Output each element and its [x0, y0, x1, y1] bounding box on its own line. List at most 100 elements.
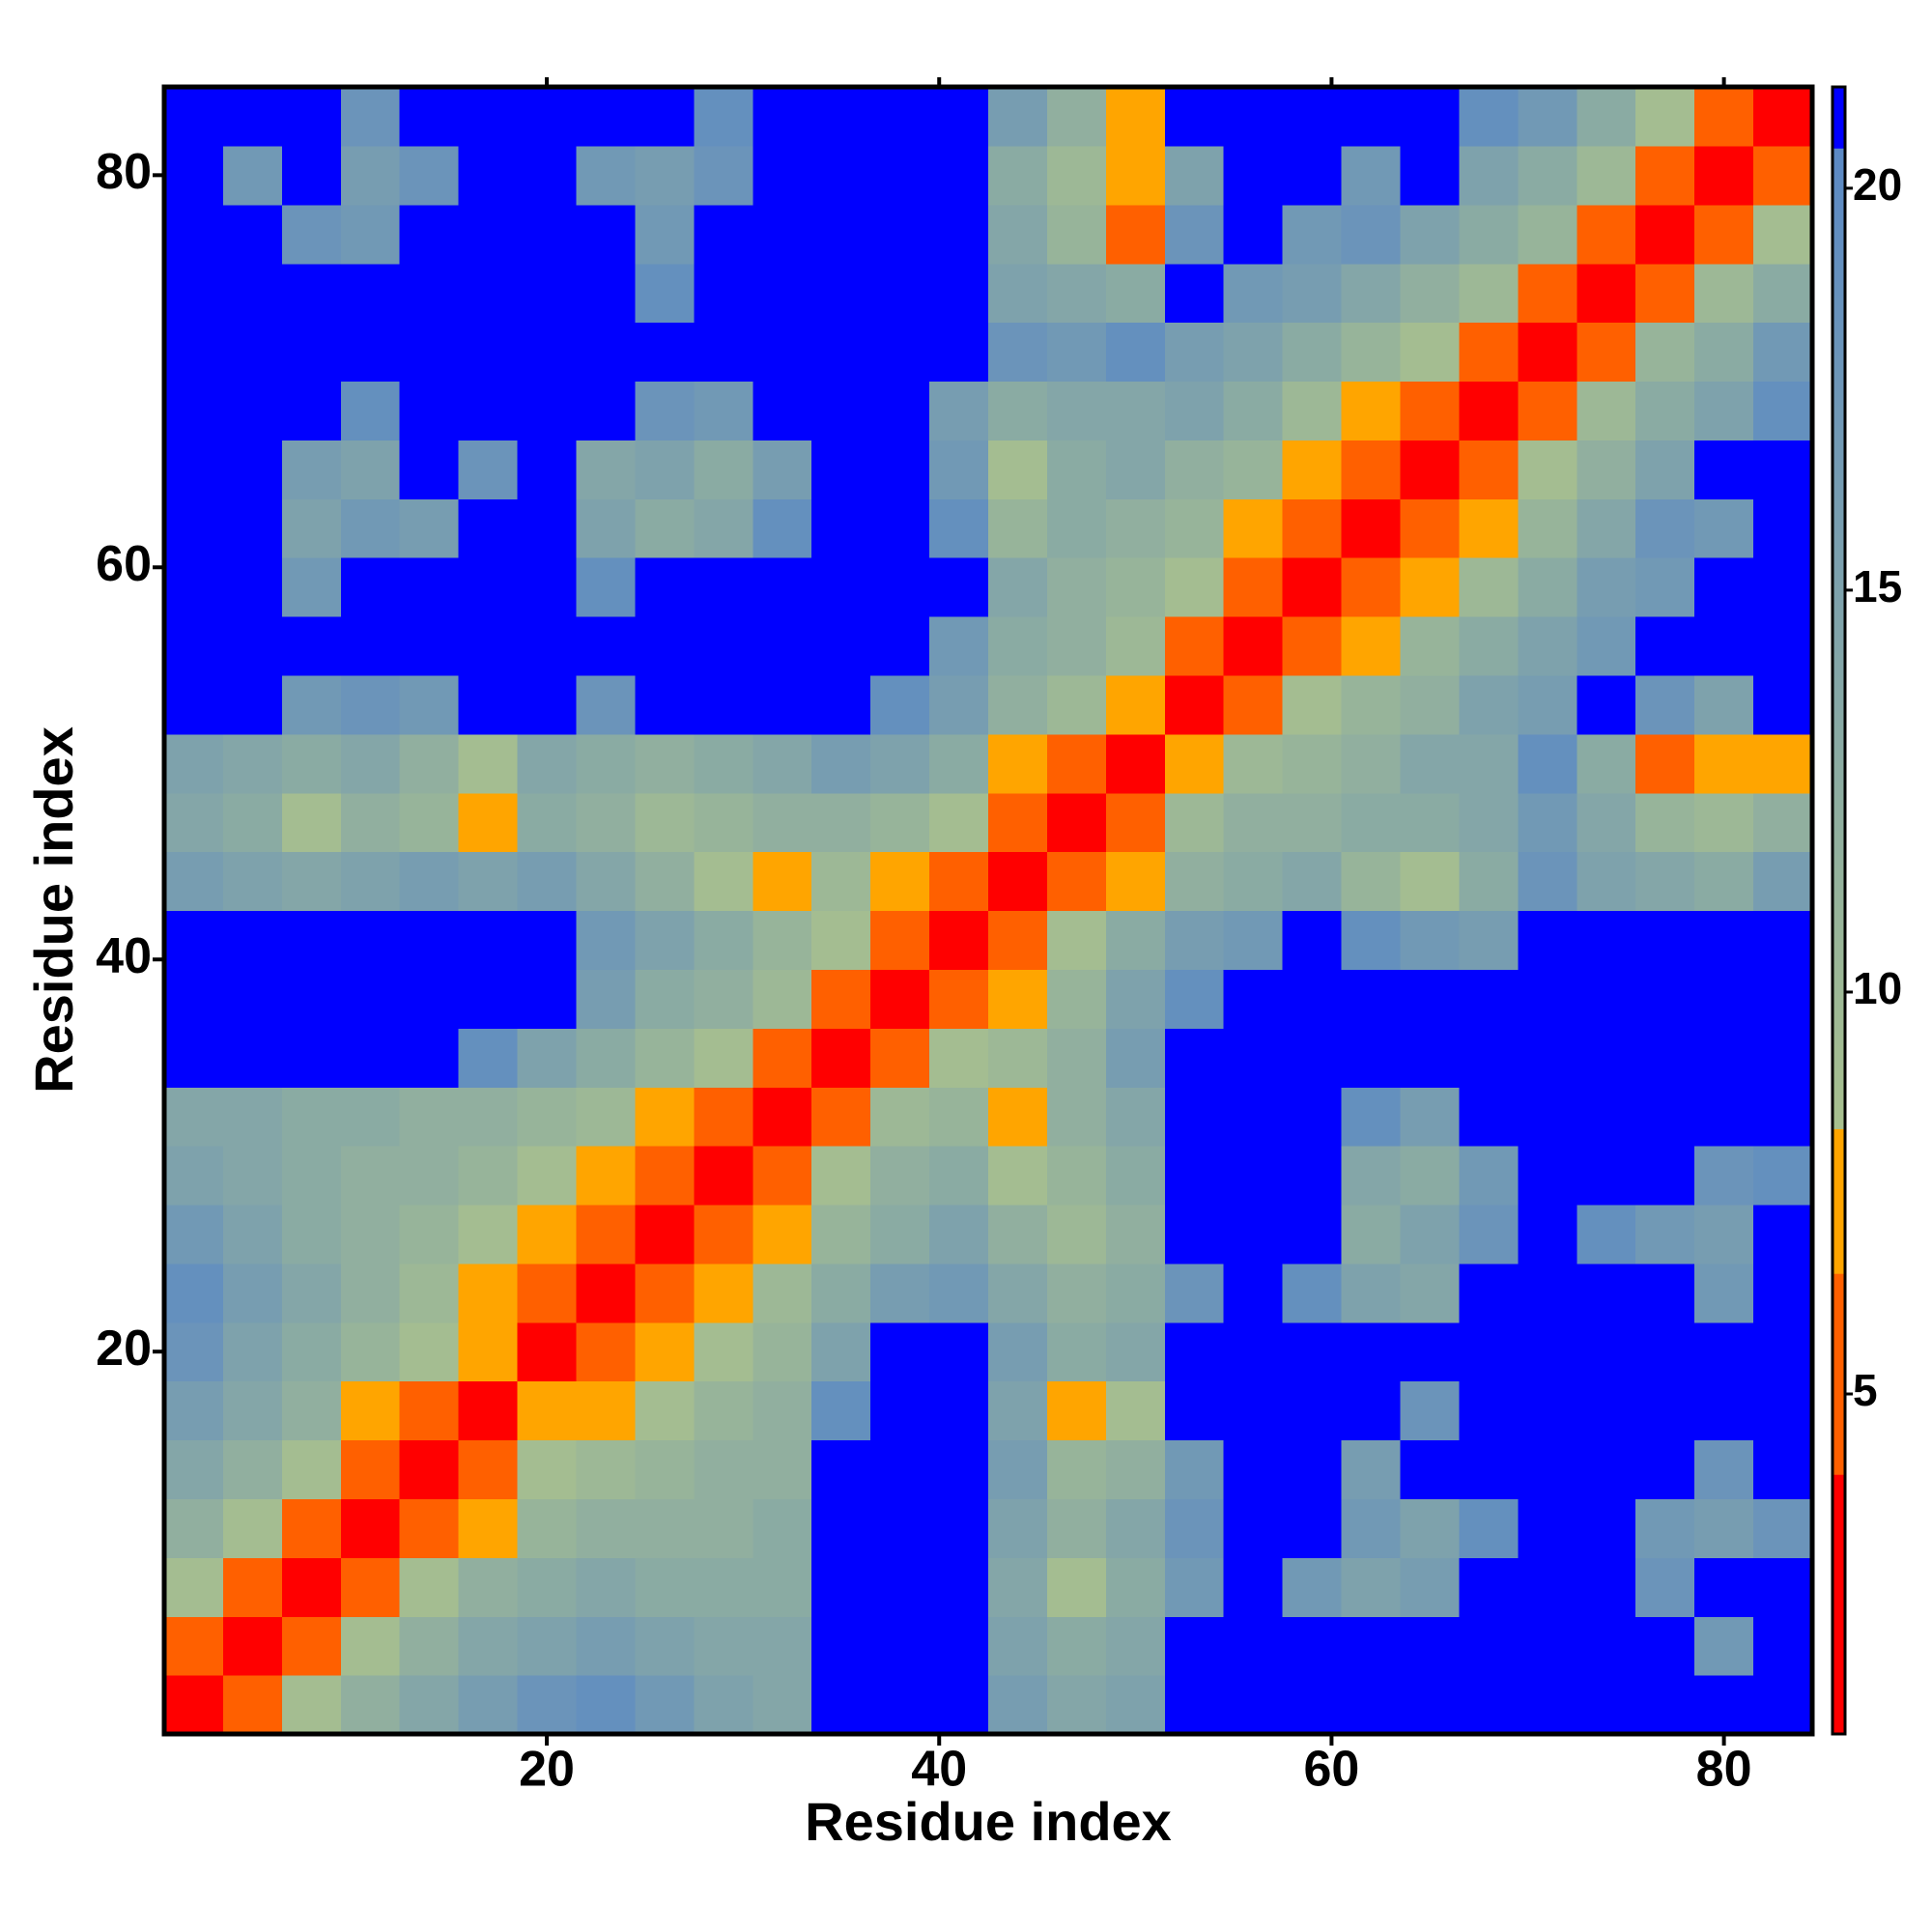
heatmap-cell	[1105, 322, 1166, 383]
heatmap-cell	[694, 733, 753, 794]
heatmap-cell	[870, 322, 930, 383]
heatmap-cell	[811, 440, 871, 499]
heatmap-cell	[1635, 969, 1695, 1029]
heatmap-cell	[635, 1557, 695, 1617]
heatmap-cell	[576, 1675, 637, 1735]
heatmap-cell	[1400, 1146, 1461, 1206]
heatmap-cell	[1105, 204, 1166, 265]
heatmap-cell	[1341, 557, 1402, 617]
heatmap-cell	[1223, 616, 1284, 676]
heatmap-cell	[458, 263, 519, 324]
heatmap-cell	[1164, 969, 1225, 1029]
heatmap-cell	[811, 1204, 871, 1264]
heatmap-cell	[340, 322, 401, 383]
heatmap-cell	[1459, 1263, 1519, 1323]
heatmap-cell	[517, 674, 578, 735]
heatmap-cell	[222, 1380, 283, 1441]
heatmap-cell	[753, 1380, 812, 1441]
heatmap-cell	[635, 440, 695, 499]
heatmap-cell	[1694, 322, 1754, 383]
heatmap-cell	[1459, 910, 1519, 970]
heatmap-cell	[1046, 1204, 1107, 1264]
heatmap-cell	[1046, 1675, 1107, 1735]
heatmap-cell	[1635, 145, 1695, 206]
heatmap-cell	[1282, 969, 1343, 1029]
heatmap-cell	[281, 733, 342, 794]
heatmap-cell	[1223, 322, 1284, 383]
heatmap-cell	[1223, 557, 1284, 617]
heatmap-cell	[988, 969, 1048, 1029]
heatmap-cell	[1046, 1380, 1107, 1441]
heatmap-cell	[1400, 204, 1461, 265]
heatmap-cell	[222, 263, 283, 324]
heatmap-cell	[517, 204, 578, 265]
heatmap-cell	[458, 1204, 519, 1264]
heatmap-cell	[635, 1204, 695, 1264]
heatmap-cell	[1400, 1204, 1461, 1264]
heatmap-cell	[929, 910, 989, 970]
heatmap-cell	[694, 498, 753, 558]
heatmap-cell	[458, 145, 519, 206]
heatmap-cell	[753, 1028, 812, 1088]
heatmap-cell	[399, 498, 460, 558]
heatmap-cell	[576, 263, 637, 324]
heatmap-cell	[164, 969, 224, 1029]
heatmap-cell	[340, 204, 401, 265]
heatmap-cell	[1046, 1557, 1107, 1617]
heatmap-cell	[1577, 1439, 1636, 1500]
heatmap-cell	[1164, 851, 1225, 912]
y-tick-label: 40	[96, 928, 152, 984]
heatmap-cell	[753, 733, 812, 794]
heatmap-cell	[694, 910, 753, 970]
heatmap-cell	[340, 1321, 401, 1382]
heatmap-cell	[1577, 1380, 1636, 1441]
heatmap-cell	[1459, 1557, 1519, 1617]
heatmap-cell	[1105, 263, 1166, 324]
heatmap-cell	[811, 381, 871, 440]
heatmap-cell	[1459, 674, 1519, 735]
heatmap-cell	[164, 792, 224, 853]
heatmap-cell	[340, 733, 401, 794]
heatmap-cell	[988, 1087, 1048, 1147]
heatmap-cell	[1694, 381, 1754, 440]
heatmap-cell	[988, 1616, 1048, 1676]
heatmap-cell	[164, 381, 224, 440]
heatmap-cell	[1164, 322, 1225, 383]
heatmap-cell	[164, 1146, 224, 1206]
heatmap-cell	[1046, 1263, 1107, 1323]
heatmap-cell	[576, 1087, 637, 1147]
heatmap-cell	[929, 263, 989, 324]
heatmap-cell	[1400, 1028, 1461, 1088]
heatmap-cell	[1341, 322, 1402, 383]
heatmap-cell	[1341, 1146, 1402, 1206]
heatmap-cell	[1400, 1263, 1461, 1323]
heatmap-cell	[870, 1321, 930, 1382]
heatmap-cell	[281, 1557, 342, 1617]
heatmap-cell	[1753, 87, 1813, 147]
heatmap-cell	[1282, 674, 1343, 735]
heatmap-cell	[340, 1204, 401, 1264]
heatmap-cell	[458, 381, 519, 440]
heatmap-cell	[281, 204, 342, 265]
heatmap-cell	[694, 1321, 753, 1382]
heatmap-cell	[1164, 1675, 1225, 1735]
heatmap-cell	[1341, 1204, 1402, 1264]
heatmap-cell	[458, 1498, 519, 1558]
heatmap-cell	[635, 87, 695, 147]
heatmap-cell	[458, 1557, 519, 1617]
heatmap-cell	[1459, 381, 1519, 440]
heatmap-cell	[811, 322, 871, 383]
heatmap-cell	[870, 263, 930, 324]
heatmap-cell	[635, 381, 695, 440]
heatmap-cell	[1223, 498, 1284, 558]
heatmap-cell	[1518, 851, 1577, 912]
heatmap-cell	[1282, 1557, 1343, 1617]
heatmap-cell	[458, 733, 519, 794]
heatmap-cell	[753, 498, 812, 558]
heatmap-cell	[1223, 381, 1284, 440]
heatmap-cell	[1164, 1321, 1225, 1382]
heatmap-cell	[281, 322, 342, 383]
heatmap-cell	[458, 1675, 519, 1735]
heatmap-cell	[1105, 733, 1166, 794]
heatmap-cell	[1341, 1675, 1402, 1735]
